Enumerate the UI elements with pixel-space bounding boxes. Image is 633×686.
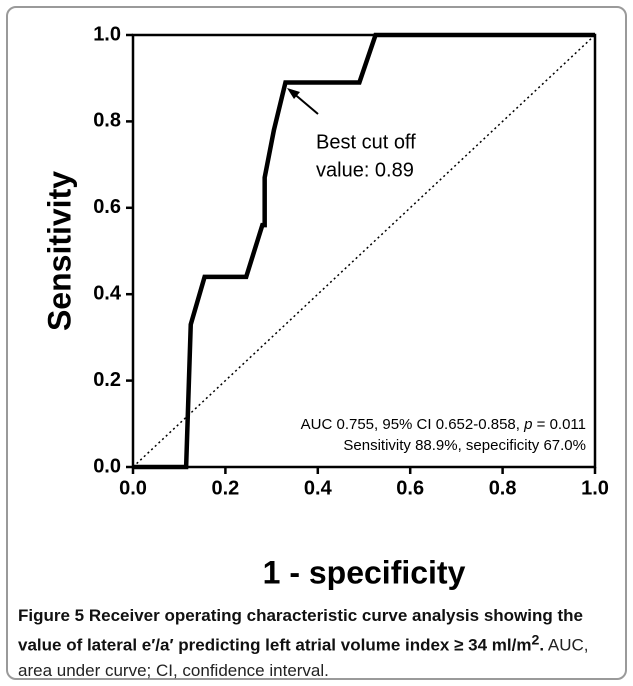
y-tick-label: 0.4 <box>93 282 122 304</box>
x-tick-label: 0.2 <box>211 477 239 499</box>
x-tick-label: 0.6 <box>396 477 424 499</box>
annotation: Best cut off <box>316 131 416 153</box>
roc-curve <box>133 32 595 470</box>
chart: Sensitivity 1 - specificity Best cut off… <box>41 23 609 590</box>
y-tick-label: 0.0 <box>93 455 121 477</box>
caption-label: Figure 5 <box>18 606 85 625</box>
caption-title-end: . <box>539 635 545 655</box>
y-tick-label: 1.0 <box>93 23 121 45</box>
figure-frame <box>6 6 627 680</box>
x-tick-label: 0.4 <box>304 477 333 499</box>
y-tick-label: 0.6 <box>93 196 121 218</box>
y-tick-label: 0.2 <box>93 369 121 391</box>
annotation: value: 0.89 <box>316 159 414 181</box>
caption-text: AUC, area under curve; CI, confidence in… <box>18 635 589 680</box>
stats-text: Sensitivity 88.9%, sepecificity 67.0% <box>343 437 586 454</box>
caption-title: Receiver operating characteristic curve … <box>18 606 583 655</box>
y-axis-label: Sensitivity <box>41 171 77 331</box>
stats-part: p <box>523 416 532 433</box>
stats-part: = 0.011 <box>532 416 586 433</box>
x-axis-label: 1 - specificity <box>263 554 466 590</box>
x-tick-label: 1.0 <box>581 477 609 499</box>
plot-frame <box>131 33 597 469</box>
reference-line <box>132 34 596 468</box>
x-tick-label: 0.8 <box>489 477 517 499</box>
caption: Figure 5 Receiver operating characterist… <box>18 603 618 683</box>
arrow-head <box>287 88 300 99</box>
x-tick-label: 0.0 <box>119 477 147 499</box>
caption-sup: 2 <box>531 632 540 648</box>
stats-part: AUC 0.755, 95% CI 0.652-0.858, <box>301 416 524 433</box>
y-tick-label: 0.8 <box>93 110 121 132</box>
stats-text: AUC 0.755, 95% CI 0.652-0.858, p = 0.011 <box>301 416 586 433</box>
